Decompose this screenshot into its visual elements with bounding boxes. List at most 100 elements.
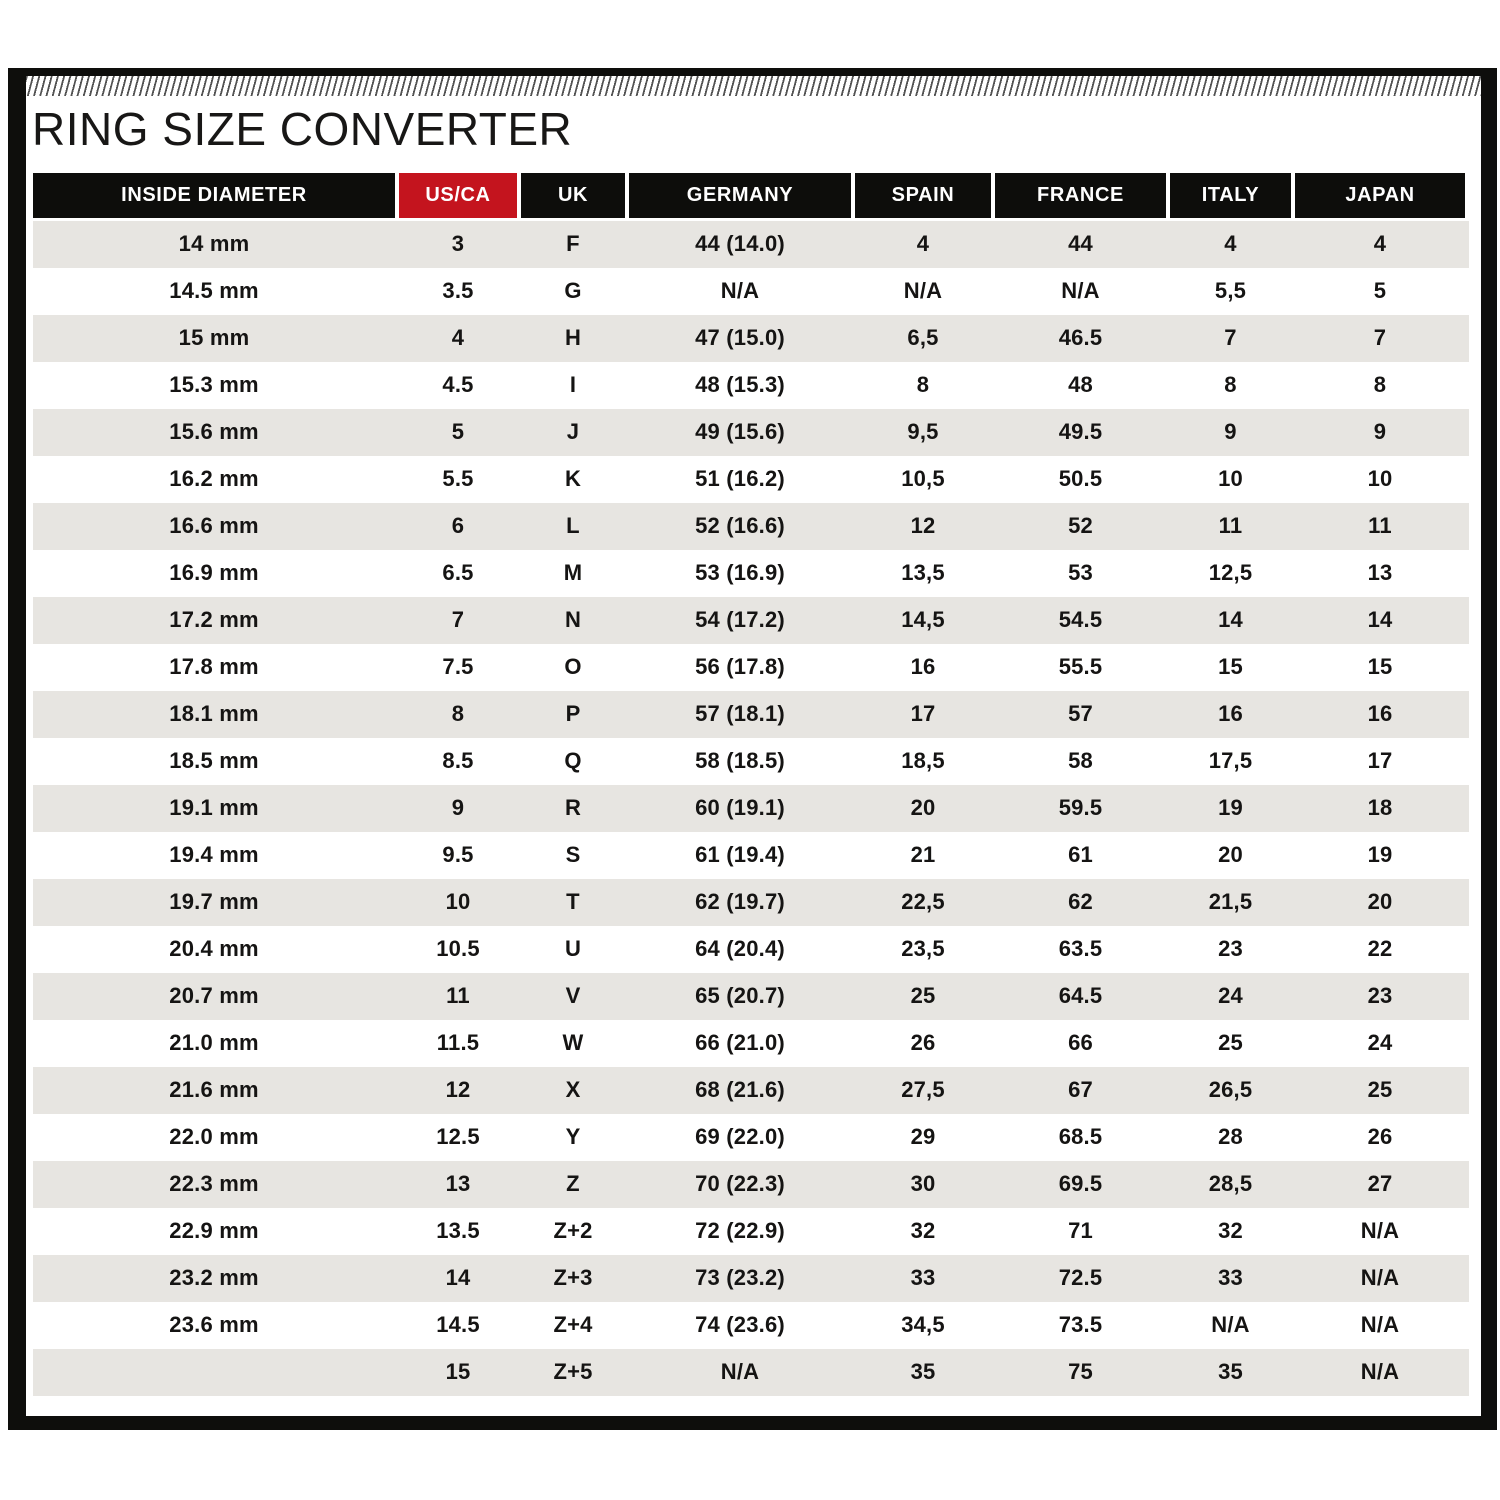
table-cell-uk: W — [562, 1030, 584, 1056]
table-cell-japan: 25 — [1367, 1077, 1393, 1103]
table-cell-spain: 30 — [910, 1171, 936, 1197]
table-cell-uk: M — [563, 560, 583, 586]
table-cell-spain: 6,5 — [907, 325, 939, 351]
table-row: 14 mm 3 F 44 (14.0) 4 44 4 4 — [33, 220, 1469, 268]
table-cell-france: 54.5 — [1058, 607, 1103, 633]
table-cell-france: 75 — [1068, 1359, 1093, 1385]
table-cell-france: 67 — [1068, 1077, 1093, 1103]
table-cell-italy: 14 — [1218, 607, 1243, 633]
table-row: 21.0 mm 11.5 W 66 (21.0) 26 66 25 24 — [33, 1020, 1469, 1067]
table-cell-inside-diameter: 16.9 mm — [169, 560, 259, 586]
table-row: 19.7 mm 10 T 62 (19.7) 22,5 62 21,5 20 — [33, 878, 1469, 926]
table-cell-uk: Q — [564, 748, 582, 774]
table-cell-italy: 16 — [1218, 701, 1243, 727]
table-cell-france: 62 — [1068, 889, 1093, 915]
table-cell-spain: 21 — [910, 842, 936, 868]
table-cell-spain: 22,5 — [901, 889, 945, 915]
table-cell-spain: 34,5 — [901, 1312, 945, 1338]
table-cell-italy: 12,5 — [1208, 560, 1253, 586]
table-cell-uk: F — [566, 231, 580, 257]
table-row: 15.3 mm 4.5 I 48 (15.3) 8 48 8 8 — [33, 362, 1469, 409]
table-cell-inside-diameter: 18.1 mm — [169, 701, 259, 727]
table-cell-us-ca: 9.5 — [442, 842, 474, 868]
table-cell-italy: 15 — [1218, 654, 1243, 680]
table-header-row: INSIDE DIAMETER US/CA UK GERMANY SPAIN FRANCE… — [33, 172, 1469, 218]
table-cell-us-ca: 8.5 — [442, 748, 474, 774]
table-cell-italy: 8 — [1224, 372, 1237, 398]
table-cell-spain: 9,5 — [907, 419, 939, 445]
table-cell-germany: 66 (21.0) — [695, 1030, 785, 1056]
table-cell-japan: 5 — [1373, 278, 1387, 304]
table-cell-spain: 27,5 — [901, 1077, 945, 1103]
table-cell-italy: 32 — [1218, 1218, 1243, 1244]
table-row: 16.2 mm 5.5 K 51 (16.2) 10,5 50.5 10 10 — [33, 456, 1469, 503]
table-cell-us-ca: 3.5 — [442, 278, 474, 304]
table-cell-inside-diameter: 16.6 mm — [169, 513, 259, 539]
table-cell-inside-diameter: 19.4 mm — [169, 842, 259, 868]
table-cell-japan: 18 — [1367, 795, 1393, 821]
table-cell-uk: Z+5 — [553, 1359, 593, 1385]
table-cell-japan: N/A — [1360, 1312, 1400, 1338]
table-cell-uk: H — [564, 325, 582, 351]
table-cell-france: 55.5 — [1058, 654, 1103, 680]
column-header-france: FRANCE — [995, 172, 1166, 218]
table-cell-us-ca: 14.5 — [436, 1312, 480, 1338]
table-cell-us-ca: 12 — [445, 1077, 471, 1103]
table-cell-france: 52 — [1068, 513, 1093, 539]
table-cell-uk: V — [565, 983, 581, 1009]
table-cell-us-ca: 7.5 — [442, 654, 474, 680]
column-header-germany: GERMANY — [629, 172, 851, 218]
table-cell-inside-diameter: 15.3 mm — [169, 372, 259, 398]
table-body: 14 mm 3 F 44 (14.0) 4 44 4 4 14.5 mm 3.5 G N/A N/A N/… — [33, 220, 1469, 1396]
table-cell-inside-diameter: 22.9 mm — [169, 1218, 259, 1244]
table-cell-us-ca: 10.5 — [436, 936, 480, 962]
table-cell-italy: 33 — [1218, 1265, 1243, 1291]
table-row: 19.1 mm 9 R 60 (19.1) 20 59.5 19 18 — [33, 784, 1469, 832]
page-title: RING SIZE CONVERTER — [32, 103, 573, 155]
table-cell-us-ca: 4.5 — [442, 372, 474, 398]
table-cell-france: N/A — [1061, 278, 1100, 304]
table-row: 22.0 mm 12.5 Y 69 (22.0) 29 68.5 28 26 — [33, 1114, 1469, 1161]
table-cell-uk: Z+4 — [553, 1312, 593, 1338]
table-cell-uk: G — [564, 278, 582, 304]
table-row: 22.3 mm 13 Z 70 (22.3) 30 69.5 28,5 27 — [33, 1160, 1469, 1208]
table-cell-italy: 7 — [1224, 325, 1237, 351]
table-cell-france: 50.5 — [1058, 466, 1103, 492]
table-cell-spain: 26 — [910, 1030, 936, 1056]
table-row: 20.4 mm 10.5 U 64 (20.4) 23,5 63.5 23 22 — [33, 926, 1469, 973]
table-cell-japan: 16 — [1367, 701, 1393, 727]
table-cell-italy: 24 — [1218, 983, 1243, 1009]
table-cell-germany: 73 (23.2) — [695, 1265, 785, 1291]
table-cell-uk: L — [566, 513, 580, 539]
table-cell-uk: N — [564, 607, 582, 633]
table-cell-inside-diameter: 23.2 mm — [169, 1265, 259, 1291]
table-cell-spain: 10,5 — [901, 466, 945, 492]
table-cell-france: 64.5 — [1058, 983, 1103, 1009]
table-cell-us-ca: 7 — [451, 607, 465, 633]
table-cell-germany: 56 (17.8) — [695, 654, 785, 680]
table-cell-japan: 22 — [1367, 936, 1393, 962]
table-row: 20.7 mm 11 V 65 (20.7) 25 64.5 24 23 — [33, 972, 1469, 1020]
column-header-italy: ITALY — [1170, 172, 1291, 218]
table-cell-spain: 17 — [910, 701, 936, 727]
table-cell-france: 61 — [1068, 842, 1093, 868]
table-cell-france: 69.5 — [1058, 1171, 1103, 1197]
table-cell-france: 59.5 — [1058, 795, 1103, 821]
table-cell-france: 48 — [1068, 372, 1093, 398]
ring-size-table: INSIDE DIAMETER US/CA UK GERMANY SPAIN FRANCE… — [33, 172, 1469, 1396]
table-cell-us-ca: 13 — [445, 1171, 471, 1197]
table-cell-france: 72.5 — [1058, 1265, 1103, 1291]
table-cell-japan: 4 — [1373, 231, 1387, 257]
column-header-spain: SPAIN — [855, 172, 991, 218]
table-cell-uk: S — [565, 842, 581, 868]
table-cell-germany: N/A — [720, 278, 760, 304]
table-cell-japan: 10 — [1367, 466, 1393, 492]
column-header-uk: UK — [521, 172, 625, 218]
table-cell-spain: 20 — [910, 795, 936, 821]
table-cell-us-ca: 15 — [445, 1359, 471, 1385]
table-cell-uk: Z+2 — [553, 1218, 593, 1244]
table-cell-inside-diameter: 23.6 mm — [169, 1312, 259, 1338]
table-cell-germany: 60 (19.1) — [695, 795, 785, 821]
table-cell-france: 57 — [1068, 701, 1093, 727]
table-cell-germany: 44 (14.0) — [695, 231, 785, 257]
